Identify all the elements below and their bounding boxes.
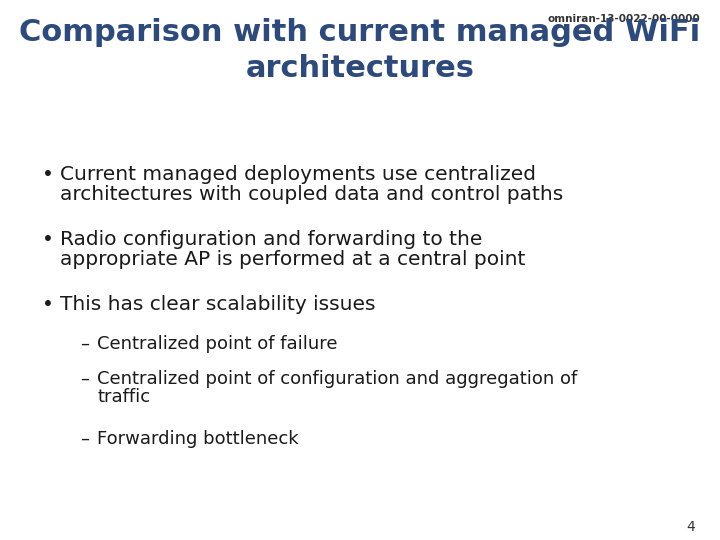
Text: •: • [42, 165, 54, 184]
Text: –: – [80, 430, 89, 448]
Text: traffic: traffic [97, 388, 150, 406]
Text: •: • [42, 230, 54, 249]
Text: omniran-13-0022-00-0000: omniran-13-0022-00-0000 [547, 14, 700, 24]
Text: 4: 4 [686, 520, 695, 534]
Text: •: • [42, 295, 54, 314]
Text: Radio configuration and forwarding to the: Radio configuration and forwarding to th… [60, 230, 482, 249]
Text: Centralized point of failure: Centralized point of failure [97, 335, 338, 353]
Text: Current managed deployments use centralized: Current managed deployments use centrali… [60, 165, 536, 184]
Text: appropriate AP is performed at a central point: appropriate AP is performed at a central… [60, 250, 526, 269]
Text: architectures with coupled data and control paths: architectures with coupled data and cont… [60, 185, 563, 204]
Text: Forwarding bottleneck: Forwarding bottleneck [97, 430, 299, 448]
Text: –: – [80, 370, 89, 388]
Text: –: – [80, 335, 89, 353]
Text: This has clear scalability issues: This has clear scalability issues [60, 295, 376, 314]
Text: Centralized point of configuration and aggregation of: Centralized point of configuration and a… [97, 370, 577, 388]
Text: Comparison with current managed WiFi
architectures: Comparison with current managed WiFi arc… [19, 18, 701, 83]
